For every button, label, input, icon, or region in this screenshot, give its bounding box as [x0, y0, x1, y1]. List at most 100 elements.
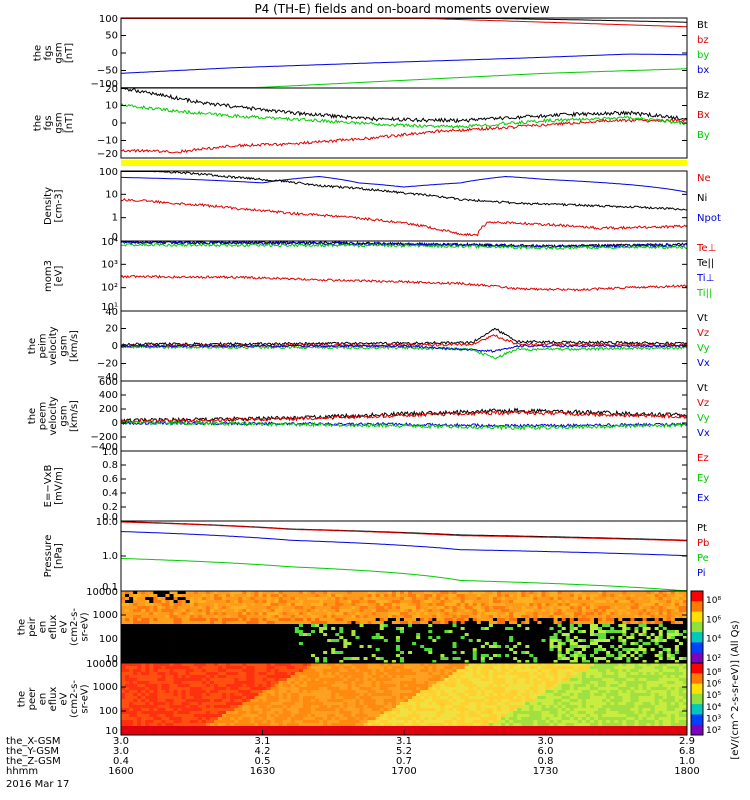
spectrogram-cell [161, 717, 166, 721]
spectrogram-cell [254, 606, 259, 610]
spectrogram-cell [480, 600, 486, 604]
spectrogram-cell [363, 624, 369, 628]
spectrogram-cell [197, 594, 203, 598]
spectrogram-cell [565, 606, 571, 610]
spectrogram-cell [306, 645, 312, 649]
spectrogram-cell [343, 615, 348, 619]
spectrogram-cell [476, 618, 482, 622]
spectrogram-cell [246, 651, 251, 655]
spectrogram-cell [424, 627, 429, 631]
spectrogram-cell [525, 654, 530, 658]
spectrogram-cell [226, 636, 231, 640]
spectrogram-cell [161, 711, 166, 715]
spectrogram-cell [315, 681, 320, 685]
spectrogram-cell [395, 615, 401, 619]
spectrogram-cell [306, 732, 312, 735]
spectrogram-cell [468, 645, 474, 649]
spectrogram-cell [614, 612, 619, 616]
spectrogram-cell [594, 654, 599, 658]
spectrogram-cell [205, 615, 211, 619]
spectrogram-cell [606, 609, 611, 613]
spectrogram-cell [205, 612, 211, 616]
spectrogram-cell [460, 621, 466, 625]
spectrogram-cell [464, 645, 470, 649]
spectrogram-cell [311, 633, 316, 637]
spectrogram-cell [650, 627, 656, 631]
spectrogram-cell [306, 693, 312, 697]
spectrogram-cell [226, 717, 231, 721]
spectrogram-cell [460, 642, 466, 646]
spectrogram-cell [137, 642, 142, 646]
spectrogram-cell [622, 657, 627, 661]
spectrogram-cell [242, 711, 247, 715]
spectrogram-cell [133, 717, 138, 721]
spectrogram-cell [125, 639, 130, 643]
spectrogram-cell [145, 717, 150, 721]
spectrogram-cell [254, 597, 259, 601]
spectrogram-cell [193, 723, 199, 727]
spectrogram-cell [306, 609, 312, 613]
spectrogram-cell [165, 618, 170, 622]
spectrogram-cell [525, 609, 530, 613]
spectrogram-cell [209, 606, 215, 610]
spectrogram-cell [375, 636, 381, 640]
spectrogram-cell [266, 714, 271, 718]
spectrogram-cell [294, 672, 300, 676]
spectrogram-cell [650, 651, 656, 655]
spectrogram-cell [387, 639, 393, 643]
spectrogram-cell [286, 618, 292, 622]
spectrogram-cell [517, 651, 522, 655]
spectrogram-cell [209, 720, 215, 724]
spectrogram-cell [270, 618, 276, 622]
spectrogram-cell [347, 636, 352, 640]
spectrogram-cell [464, 606, 470, 610]
spectrogram-cell [452, 594, 457, 598]
spectrogram-cell [282, 729, 288, 733]
spectrogram-cell [262, 645, 267, 649]
spectrogram-cell [153, 687, 158, 691]
spectrogram-cell [153, 717, 158, 721]
spectrogram-cell [149, 642, 154, 646]
spectrogram-cell [331, 696, 336, 700]
spectrogram-cell [290, 681, 296, 685]
spectrogram-cell [270, 633, 276, 637]
spectrogram-cell [589, 642, 595, 646]
spectrogram-cell [238, 627, 243, 631]
spectrogram-cell [125, 708, 130, 712]
spectrogram-cell [254, 726, 259, 730]
spectrogram-cell [343, 684, 348, 688]
series-Bz [120, 87, 688, 124]
panel-frame [120, 450, 688, 522]
spectrogram-cell [678, 600, 684, 604]
spectrogram-cell [290, 678, 296, 682]
spectrogram-cell [594, 627, 599, 631]
spectrogram-cell [662, 603, 668, 607]
spectrogram-cell [363, 651, 369, 655]
spectrogram-cell [327, 594, 332, 598]
spectrogram-cell [189, 600, 195, 604]
spectrogram-cell [121, 684, 126, 688]
spectrogram-cell [674, 630, 680, 634]
spectrogram-cell [238, 729, 243, 733]
spectrogram-cell [573, 606, 579, 610]
spectrogram-cell [565, 639, 571, 643]
spectrogram-cell [242, 726, 247, 730]
spectrogram-cell [598, 630, 603, 634]
spectrogram-cell [355, 624, 360, 628]
spectrogram-cell [448, 627, 453, 631]
spectrogram-cell [331, 693, 336, 697]
spectrogram-cell [363, 597, 369, 601]
spectrogram-cell [238, 642, 243, 646]
spectrogram-cell [274, 669, 280, 673]
spectrogram-cell [193, 600, 199, 604]
spectrogram-cell [298, 624, 304, 628]
spectrogram-cell [181, 714, 187, 718]
spectrogram-cell [302, 714, 308, 718]
spectrogram-cell [266, 729, 271, 733]
spectrogram-cell [529, 633, 534, 637]
spectrogram-cell [347, 690, 352, 694]
spectrogram-cell [242, 660, 247, 663]
